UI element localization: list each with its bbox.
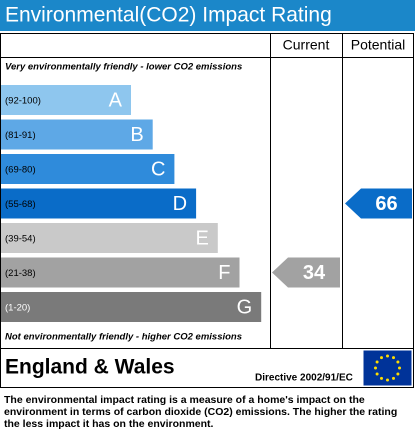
band-bar bbox=[1, 257, 240, 288]
directive: Directive 2002/91/EC bbox=[255, 373, 353, 384]
rating-arrow bbox=[345, 188, 412, 219]
title-bar bbox=[0, 0, 415, 31]
chart: Environmental(CO2) Impact Rating Current… bbox=[0, 0, 415, 388]
band-bar bbox=[1, 292, 262, 322]
band-letter: F bbox=[218, 262, 230, 284]
band-letter: B bbox=[130, 124, 143, 146]
band-range: (81-91) bbox=[5, 130, 36, 141]
band-bar bbox=[1, 85, 131, 115]
flag-star bbox=[392, 356, 395, 360]
band-bar bbox=[1, 119, 153, 150]
band-range: (69-80) bbox=[5, 165, 36, 176]
band-letter: D bbox=[173, 193, 187, 215]
region: England & Wales bbox=[5, 356, 175, 379]
band-bar bbox=[1, 188, 197, 219]
rating-value: 66 bbox=[375, 193, 397, 215]
flag-star bbox=[375, 372, 379, 376]
flag-star bbox=[375, 360, 379, 364]
frame bbox=[0, 33, 414, 388]
top-note: Very environmentally friendly - lower CO… bbox=[5, 62, 242, 73]
column-header: Potential bbox=[351, 37, 405, 53]
band-letter: G bbox=[237, 296, 253, 318]
flag-star bbox=[386, 378, 389, 382]
flag-star bbox=[396, 372, 400, 376]
flag-star bbox=[380, 376, 383, 380]
flag-star bbox=[386, 354, 389, 358]
chart-title: Environmental(CO2) Impact Rating bbox=[5, 4, 332, 27]
band-range: (1-20) bbox=[5, 303, 30, 314]
band-range: (21-38) bbox=[5, 268, 36, 279]
footer-text: The environmental impact rating is a mea… bbox=[4, 394, 398, 430]
band-bar bbox=[1, 223, 218, 253]
band-letter: E bbox=[195, 227, 208, 249]
band-bar bbox=[1, 154, 175, 184]
band-range: (55-68) bbox=[5, 199, 36, 210]
band-letter: A bbox=[109, 89, 123, 111]
bottom-note: Not environmentally friendly - higher CO… bbox=[5, 332, 242, 343]
flag-star bbox=[398, 366, 401, 370]
band-letter: C bbox=[151, 158, 165, 180]
flag-star bbox=[380, 356, 383, 360]
rating-value: 34 bbox=[303, 262, 326, 284]
flag-star bbox=[396, 360, 400, 364]
eu-flag bbox=[362, 349, 413, 387]
band-range: (92-100) bbox=[5, 96, 41, 107]
flag-star bbox=[374, 366, 377, 370]
column-header: Current bbox=[283, 37, 330, 53]
flag-star bbox=[392, 376, 395, 380]
rating-arrow bbox=[272, 257, 340, 288]
band-range: (39-54) bbox=[5, 234, 36, 245]
